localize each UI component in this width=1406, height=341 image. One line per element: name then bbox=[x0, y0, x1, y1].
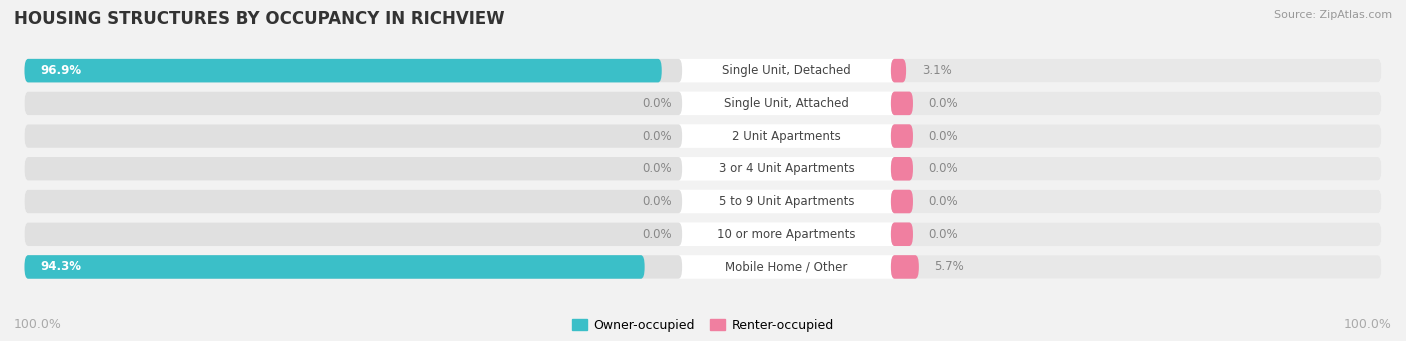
Text: 96.9%: 96.9% bbox=[41, 64, 82, 77]
Text: Source: ZipAtlas.com: Source: ZipAtlas.com bbox=[1274, 10, 1392, 20]
Text: 5 to 9 Unit Apartments: 5 to 9 Unit Apartments bbox=[718, 195, 855, 208]
FancyBboxPatch shape bbox=[891, 222, 912, 246]
FancyBboxPatch shape bbox=[24, 222, 1382, 246]
FancyBboxPatch shape bbox=[24, 59, 662, 83]
Text: 100.0%: 100.0% bbox=[1344, 318, 1392, 331]
FancyBboxPatch shape bbox=[891, 92, 912, 115]
FancyBboxPatch shape bbox=[891, 124, 1382, 148]
Text: 10 or more Apartments: 10 or more Apartments bbox=[717, 228, 856, 241]
Text: 3 or 4 Unit Apartments: 3 or 4 Unit Apartments bbox=[718, 162, 855, 175]
Text: 0.0%: 0.0% bbox=[643, 97, 672, 110]
Text: 0.0%: 0.0% bbox=[928, 228, 959, 241]
Text: HOUSING STRUCTURES BY OCCUPANCY IN RICHVIEW: HOUSING STRUCTURES BY OCCUPANCY IN RICHV… bbox=[14, 10, 505, 28]
FancyBboxPatch shape bbox=[24, 190, 1382, 213]
Text: Mobile Home / Other: Mobile Home / Other bbox=[725, 261, 848, 273]
FancyBboxPatch shape bbox=[891, 222, 1382, 246]
Text: 0.0%: 0.0% bbox=[643, 228, 672, 241]
FancyBboxPatch shape bbox=[24, 255, 1382, 279]
FancyBboxPatch shape bbox=[891, 92, 1382, 115]
FancyBboxPatch shape bbox=[24, 255, 644, 279]
FancyBboxPatch shape bbox=[24, 59, 1382, 83]
FancyBboxPatch shape bbox=[891, 157, 1382, 181]
Text: 2 Unit Apartments: 2 Unit Apartments bbox=[733, 130, 841, 143]
FancyBboxPatch shape bbox=[891, 59, 905, 83]
Legend: Owner-occupied, Renter-occupied: Owner-occupied, Renter-occupied bbox=[568, 314, 838, 337]
FancyBboxPatch shape bbox=[24, 124, 682, 148]
Text: 0.0%: 0.0% bbox=[928, 97, 959, 110]
FancyBboxPatch shape bbox=[24, 157, 1382, 181]
Text: 5.7%: 5.7% bbox=[935, 261, 965, 273]
FancyBboxPatch shape bbox=[24, 59, 682, 83]
FancyBboxPatch shape bbox=[891, 124, 912, 148]
FancyBboxPatch shape bbox=[24, 190, 682, 213]
FancyBboxPatch shape bbox=[24, 92, 682, 115]
Text: Single Unit, Attached: Single Unit, Attached bbox=[724, 97, 849, 110]
FancyBboxPatch shape bbox=[24, 222, 682, 246]
Text: 94.3%: 94.3% bbox=[41, 261, 82, 273]
FancyBboxPatch shape bbox=[891, 59, 1382, 83]
Text: 3.1%: 3.1% bbox=[922, 64, 952, 77]
FancyBboxPatch shape bbox=[891, 255, 920, 279]
Text: 0.0%: 0.0% bbox=[928, 195, 959, 208]
Text: 0.0%: 0.0% bbox=[928, 162, 959, 175]
FancyBboxPatch shape bbox=[891, 157, 912, 181]
FancyBboxPatch shape bbox=[891, 255, 1382, 279]
FancyBboxPatch shape bbox=[24, 157, 682, 181]
Text: 0.0%: 0.0% bbox=[928, 130, 959, 143]
FancyBboxPatch shape bbox=[891, 190, 1382, 213]
Text: 0.0%: 0.0% bbox=[643, 195, 672, 208]
Text: 0.0%: 0.0% bbox=[643, 162, 672, 175]
FancyBboxPatch shape bbox=[24, 92, 1382, 115]
FancyBboxPatch shape bbox=[24, 255, 682, 279]
FancyBboxPatch shape bbox=[24, 124, 1382, 148]
FancyBboxPatch shape bbox=[891, 190, 912, 213]
Text: 0.0%: 0.0% bbox=[643, 130, 672, 143]
Text: Single Unit, Detached: Single Unit, Detached bbox=[723, 64, 851, 77]
Text: 100.0%: 100.0% bbox=[14, 318, 62, 331]
